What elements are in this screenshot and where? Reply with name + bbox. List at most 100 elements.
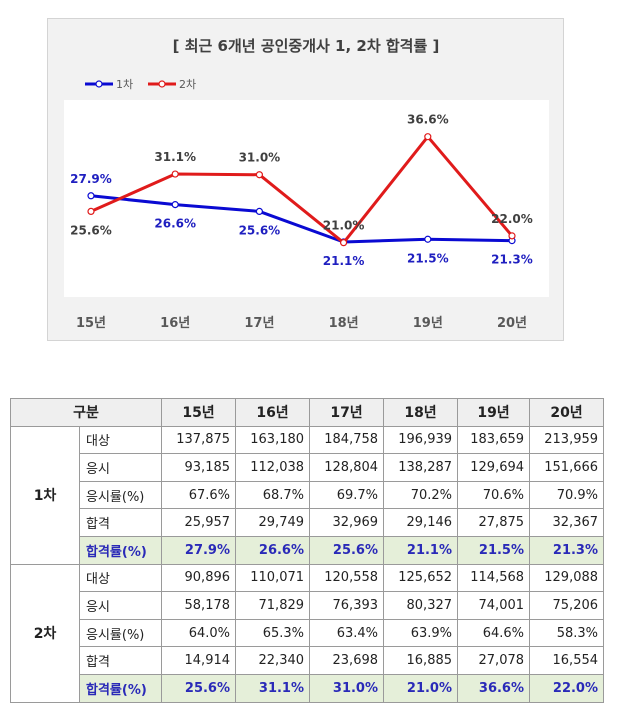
- table-cell: 138,287: [383, 453, 459, 482]
- table-row: 2차 대상 90,896 110,071 120,558 125,652 114,568 12…: [10, 563, 605, 703]
- table-row-label: 응시률(%): [78, 480, 163, 510]
- table-row-label: 대상: [78, 563, 163, 593]
- table-cell: 27.9%: [161, 535, 237, 565]
- data-point: [340, 239, 348, 247]
- table-cell: 36.6%: [457, 673, 531, 703]
- table-row-label: 응시: [78, 591, 163, 620]
- table-cell: 67.6%: [161, 480, 237, 510]
- table-cell: 64.0%: [161, 618, 237, 648]
- table-cell: 23,698: [309, 646, 385, 675]
- table-cell: 128,804: [309, 453, 385, 482]
- series-line-1: [90, 194, 513, 244]
- x-tick-label: 18년: [329, 316, 359, 331]
- data-label: 25.6%: [70, 223, 112, 237]
- table-cell: 22,340: [235, 646, 311, 675]
- table-cell: 58.3%: [529, 618, 605, 648]
- table-row: 응시 58,178 71,829 76,393 80,327 74,001 75,206: [11, 591, 605, 620]
- table-cell: 70.6%: [457, 480, 531, 510]
- table-cell: 32,367: [529, 508, 605, 537]
- table-cell: 110,071: [235, 563, 311, 593]
- table-cell: 27,078: [457, 646, 531, 675]
- table-cell: 63.4%: [309, 618, 385, 648]
- legend-marker-2: [158, 80, 166, 88]
- data-point: [424, 235, 432, 243]
- table-cell: 163,180: [235, 425, 311, 455]
- table-cell: 64.6%: [457, 618, 531, 648]
- table-header-row: 구분 15년 16년 17년 18년 19년 20년: [9, 398, 605, 427]
- table-group-label: 2차: [10, 563, 80, 703]
- table-row: 응시률(%) 64.0% 65.3% 63.4% 63.9% 64.6% 58.3%: [11, 618, 605, 648]
- table-row-label: 응시률(%): [78, 618, 163, 648]
- table-row-label: 합격: [78, 508, 163, 537]
- table-year-header: 18년: [383, 398, 459, 427]
- legend-label-2: 2차: [179, 78, 196, 91]
- table-corner-header: 구분: [9, 398, 163, 427]
- chart-canvas: [ 최근 6개년 공인중개사 1, 2차 합격률 ] 15년 16년 17년 18년 19…: [64, 37, 549, 331]
- data-point: [87, 207, 95, 216]
- table-cell: 32,969: [309, 508, 385, 537]
- table-cell: 183,659: [457, 425, 531, 455]
- table-cell: 16,885: [383, 646, 459, 675]
- table-cell: 63.9%: [383, 618, 459, 648]
- x-tick-label: 17년: [244, 316, 274, 331]
- table-cell: 70.9%: [529, 480, 605, 510]
- table-cell: 120,558: [309, 563, 385, 593]
- table-year-header: 15년: [161, 398, 237, 427]
- table-cell: 112,038: [235, 453, 311, 482]
- data-point: [87, 192, 95, 200]
- data-label: 21.1%: [323, 254, 365, 268]
- series-line-2: [90, 135, 514, 245]
- table-cell: 31.1%: [235, 673, 311, 703]
- table-group-label: 1차: [10, 425, 80, 565]
- table-cell: 129,088: [529, 563, 605, 593]
- data-point: [171, 170, 179, 178]
- table-cell: 69.7%: [309, 480, 385, 510]
- table-cell: 22.0%: [529, 673, 605, 703]
- table-cell: 80,327: [383, 591, 459, 620]
- legend-label-1: 1차: [116, 78, 133, 91]
- table-cell: 137,875: [161, 425, 237, 455]
- table-row-label: 합격률(%): [78, 673, 163, 703]
- table-cell: 58,178: [161, 591, 237, 620]
- data-label: 22.0%: [491, 212, 533, 226]
- table-row: 합격률(%) 27.9% 26.6% 25.6% 21.1% 21.5% 21.3%: [11, 535, 605, 565]
- data-point: [171, 201, 179, 209]
- table-cell: 65.3%: [235, 618, 311, 648]
- table-cell: 25.6%: [161, 673, 237, 703]
- table-cell: 76,393: [309, 591, 385, 620]
- table-cell: 29,749: [235, 508, 311, 537]
- table-cell: 14,914: [161, 646, 237, 675]
- x-tick-label: 16년: [160, 316, 190, 331]
- table-cell: 70.2%: [383, 480, 459, 510]
- table-cell: 213,959: [529, 425, 605, 455]
- table-cell: 21.5%: [457, 535, 531, 565]
- x-tick-label: 20년: [497, 316, 527, 331]
- table-row: 합격률(%) 25.6% 31.1% 31.0% 21.0% 36.6% 22.0%: [11, 673, 605, 703]
- table-cell: 184,758: [309, 425, 385, 455]
- data-label: 21.0%: [323, 219, 365, 233]
- table-row: 합격 14,914 22,340 23,698 16,885 27,078 16,554: [11, 646, 605, 675]
- table-cell: 21.1%: [383, 535, 459, 565]
- table-cell: 16,554: [529, 646, 605, 675]
- line-chart: [ 최근 6개년 공인중개사 1, 2차 합격률 ] 15년 16년 17년 18년 19…: [47, 18, 564, 341]
- table-cell: 196,939: [383, 425, 459, 455]
- data-point: [255, 171, 263, 179]
- data-label: 21.3%: [491, 253, 533, 267]
- table-row: 응시 93,185 112,038 128,804 138,287 129,694 151,…: [11, 453, 605, 482]
- table-cell: 25.6%: [309, 535, 385, 565]
- table-cell: 75,206: [529, 591, 605, 620]
- data-label: 31.0%: [239, 151, 281, 165]
- table-row: 응시률(%) 67.6% 68.7% 69.7% 70.2% 70.6% 70.9%: [11, 480, 605, 510]
- table-cell: 26.6%: [235, 535, 311, 565]
- table-cell: 25,957: [161, 508, 237, 537]
- table-cell: 21.3%: [529, 535, 605, 565]
- x-tick-label: 15년: [76, 316, 106, 331]
- table-row-label: 응시: [78, 453, 163, 482]
- table-cell: 125,652: [383, 563, 459, 593]
- table-row: 1차 대상 137,875 163,180 184,758 196,939 183,659 2…: [10, 425, 605, 565]
- table-row-label: 합격: [78, 646, 163, 675]
- legend-marker-1: [95, 80, 103, 88]
- table-cell: 31.0%: [309, 673, 385, 703]
- table-row: 합격 25,957 29,749 32,969 29,146 27,875 32,367: [11, 508, 605, 537]
- chart-title: [ 최근 6개년 공인중개사 1, 2차 합격률 ]: [173, 37, 440, 55]
